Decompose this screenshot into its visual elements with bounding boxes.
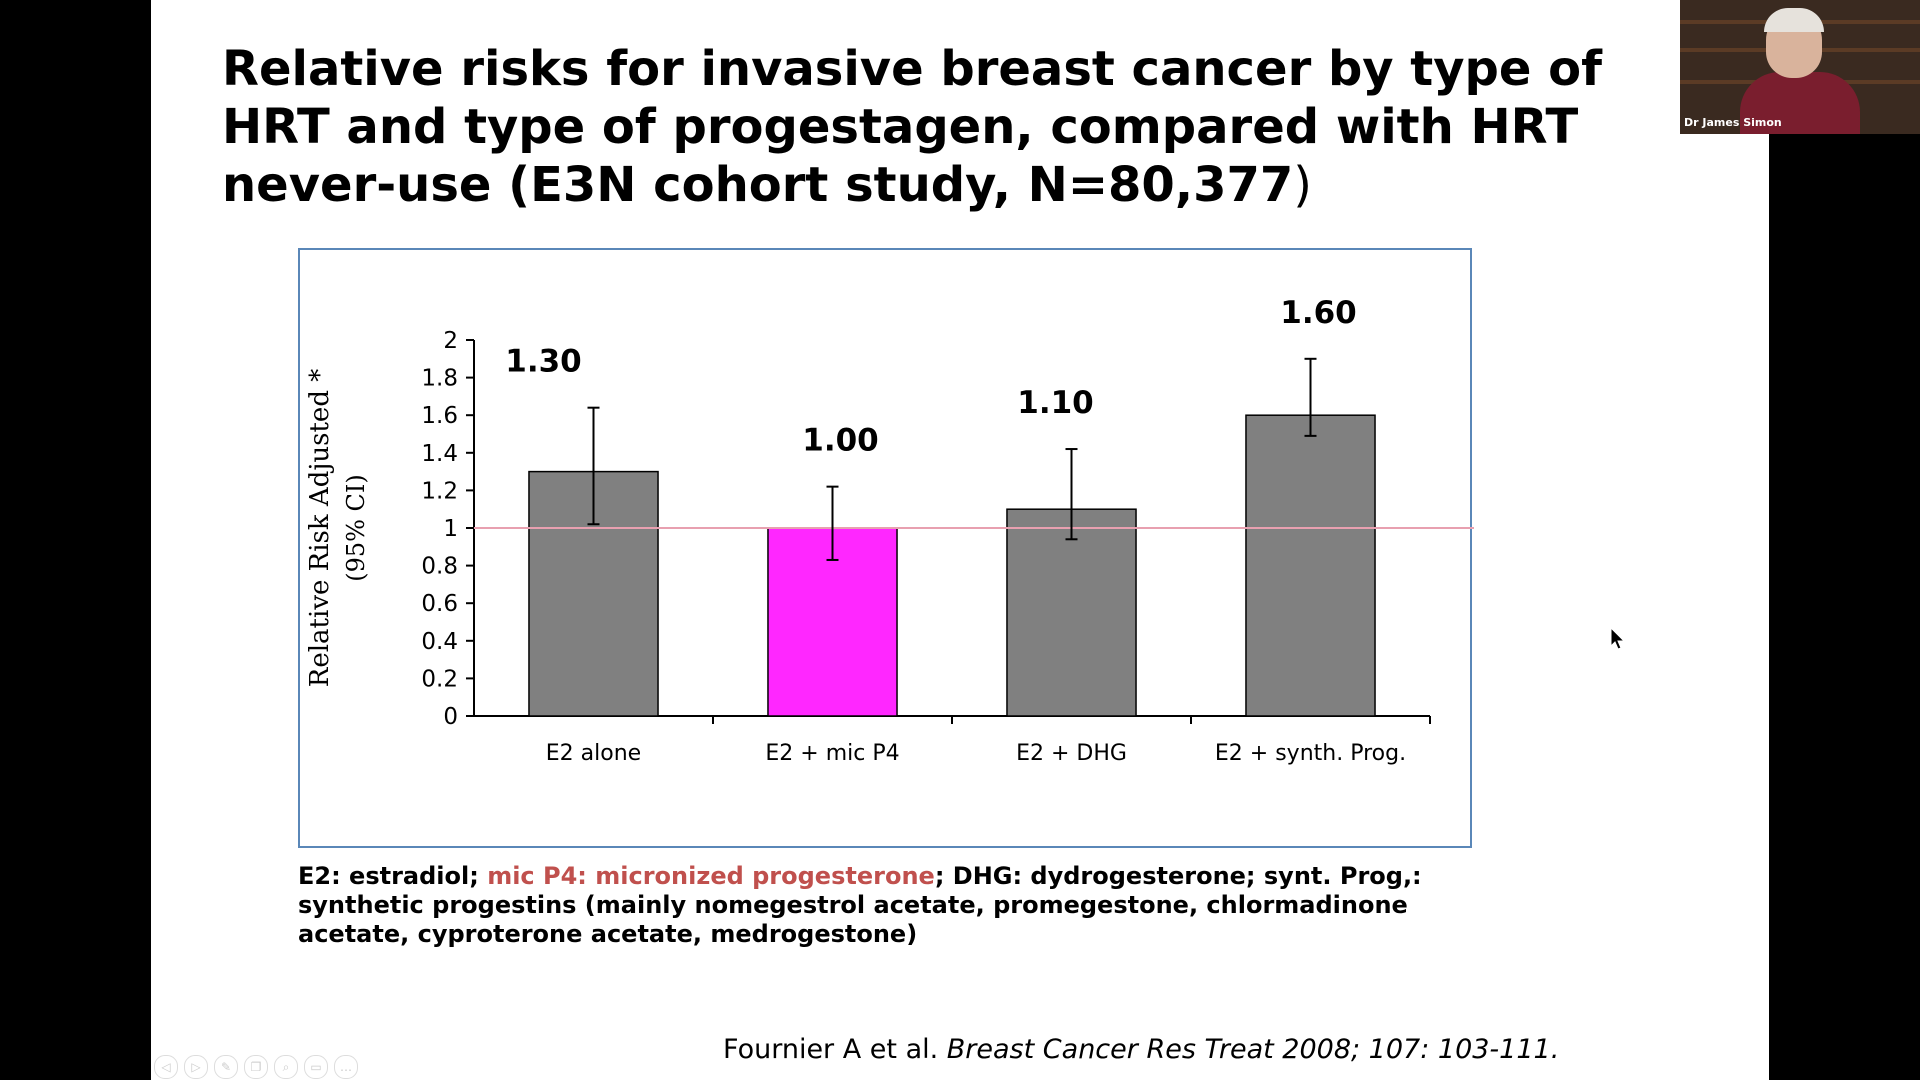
subtitles-icon[interactable]: ▭ (304, 1055, 328, 1079)
value-label: 1.10 (1017, 385, 1094, 421)
y-axis-label-line1: Relative Risk Adjusted * (305, 369, 335, 687)
bar-chart: 0 0.2 0.4 0.6 0.8 1 1.2 1.4 1.6 1.8 2 Relative Risk… (305, 295, 1474, 766)
x-category-label: E2 alone (546, 741, 641, 766)
prev-icon[interactable]: ◁ (154, 1055, 178, 1079)
y-tick-label: 0.6 (421, 591, 458, 617)
citation-authors: Fournier A et al. (723, 1034, 947, 1065)
y-tick-label: 1.4 (421, 441, 458, 467)
y-tick-label: 0.4 (421, 629, 458, 655)
x-category-label: E2 + mic P4 (765, 741, 899, 766)
title-text: Relative risks for invasive breast cance… (222, 41, 1603, 213)
y-tick-label: 0.2 (421, 666, 458, 692)
presenter-hair (1764, 8, 1824, 32)
chart-frame: 0 0.2 0.4 0.6 0.8 1 1.2 1.4 1.6 1.8 2 Relative Risk… (298, 248, 1474, 848)
value-label: 1.60 (1280, 295, 1357, 331)
next-icon[interactable]: ▷ (184, 1055, 208, 1079)
citation-journal: Breast Cancer Res Treat 2008; 107: 103-1… (946, 1034, 1560, 1065)
y-axis-label-line2: (95% CI) (342, 474, 370, 582)
x-category-label: E2 + DHG (1016, 741, 1127, 766)
pages-icon[interactable]: ❐ (244, 1055, 268, 1079)
y-tick-label: 1.2 (421, 478, 458, 504)
y-tick-label: 1.6 (421, 403, 458, 429)
title-paren: ) (1293, 157, 1312, 213)
bar-e2-synth-prog- (1245, 414, 1376, 717)
y-tick-label: 1.8 (421, 366, 458, 392)
slide-title: Relative risks for invasive breast cance… (222, 40, 1642, 214)
zoom-icon[interactable]: ⌕ (274, 1055, 298, 1079)
legend-part-1: E2: estradiol; (298, 862, 488, 890)
more-icon[interactable]: … (334, 1055, 358, 1079)
legend-part-3: ; DHG: dydrogesterone; synt. Prog,: synt… (298, 862, 1422, 948)
y-tick-label: 0 (443, 704, 458, 730)
webcam-video[interactable]: Dr James Simon (1680, 0, 1920, 134)
slide: Relative risks for invasive breast cance… (151, 0, 1910, 1080)
legend-highlight: mic P4: micronized progesterone (487, 862, 935, 890)
slide-toolbar: ◁ ▷ ✎ ❐ ⌕ ▭ … (154, 1055, 358, 1079)
citation: Fournier A et al. Breast Cancer Res Trea… (723, 1034, 1559, 1065)
x-category-label: E2 + synth. Prog. (1215, 741, 1406, 766)
y-tick-label: 0.8 (421, 554, 458, 580)
webcam-name-label: Dr James Simon (1684, 116, 1782, 129)
value-label: 1.30 (505, 344, 582, 380)
mouse-cursor-icon (1610, 627, 1626, 650)
y-tick-label: 2 (443, 328, 458, 354)
pen-icon[interactable]: ✎ (214, 1055, 238, 1079)
right-black-bar (1769, 0, 1920, 1080)
bar-e2-dhg (1006, 508, 1137, 717)
presenter-body (1740, 72, 1860, 134)
abbreviation-legend: E2: estradiol; mic P4: micronized proges… (298, 862, 1478, 949)
value-label: 1.00 (802, 423, 879, 459)
y-tick-label: 1 (443, 516, 458, 542)
